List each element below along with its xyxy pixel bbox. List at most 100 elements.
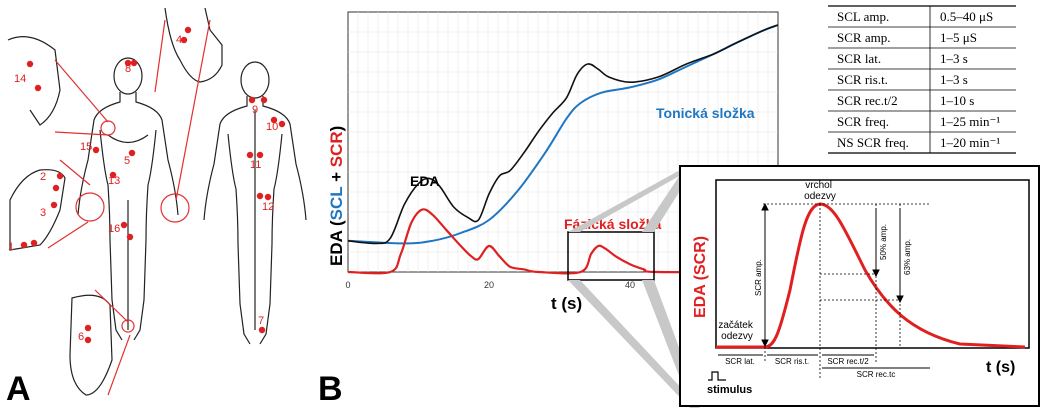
peak-label-line1: vrchol [805,180,832,191]
electrode-site-8-dot-2 [130,59,138,67]
electrode-site-label-2: 2 [40,171,46,183]
electrode-site-2-dot-1 [52,184,60,192]
table-param-name: SCR ris.t. [837,72,888,87]
electrode-site-label-11: 11 [250,159,261,171]
electrode-site-label-4: 4 [176,34,182,46]
table-param-name: SCR lat. [837,51,881,66]
electrode-site-14-dot-2 [34,84,42,92]
x-tick-label-40: 40 [625,280,635,290]
onset-label-line2: odezvy [721,331,753,342]
torso-side-outline [7,36,61,126]
electrode-site-8-dot-1 [124,59,132,67]
phase-rise-label: SCR ris.t. [775,357,809,366]
hand-left-outline [9,169,66,251]
y-label-part-scl: SCL [327,187,346,221]
electrode-site-label-15: 15 [80,141,92,153]
electrode-site-9-dot-2 [260,96,268,104]
electrode-site-12-dot-1 [256,192,264,200]
electrode-site-1-dot-1 [20,241,28,249]
peak-label-line2: odezvy [804,191,836,202]
phasic-series-line [347,208,779,275]
x-tick-label-0: 0 [345,280,350,290]
electrode-site-label-6: 6 [78,331,84,343]
onset-label: začátek odezvy [718,320,755,342]
hand-upper-outline [164,7,223,83]
zoom-connectors [47,19,211,396]
inset-arrows [718,202,930,369]
electrode-site-label-8: 8 [125,63,131,75]
parameter-table: SCL amp. 0.5–40 μS SCR amp. 1–5 μS SCR lat. 1… [828,5,1016,154]
main-x-label: t (s) [551,294,582,313]
table-param-range: 1–3 s [940,51,968,66]
panel-a-letter: A [6,370,31,408]
eda-series-label: EDA [410,173,440,189]
inset-y-label: EDA (SCR) [692,236,709,318]
stimulus-pulse [708,371,726,381]
electrode-site-1-dot-2 [30,239,38,247]
electrode-site-5-dot-1 [128,149,136,157]
phase-lat-label: SCR lat. [725,357,755,366]
electrode-site-11-dot-1 [246,151,254,159]
amp50-label: 50% amp. [879,224,888,260]
scr-amp-label: SCR amp. [754,259,763,296]
electrode-site-16-dot-1 [120,221,128,229]
electrode-site-label-16: 16 [108,223,120,235]
y-label-part-plus: + [327,167,346,186]
table-param-name: SCR rec.t/2 [837,93,898,108]
tonic-series-label: Tonická složka [656,105,755,121]
amp63-label: 63% amp. [903,239,912,275]
electrode-site-label-10: 10 [266,121,278,133]
electrode-site-2-dot-2 [56,172,64,180]
stimulus-label: stimulus [707,384,752,396]
electrode-site-label-13: 13 [108,175,120,187]
inset-plot-area [715,179,1030,349]
electrode-site-14-dot-1 [26,60,34,68]
electrode-site-10-dot-1 [270,116,278,124]
electrode-site-13-dot-1 [109,171,117,179]
electrode-site-11-dot-2 [256,151,264,159]
x-tick-label-20: 20 [484,280,494,290]
electrode-site-4-dot-1 [184,26,192,34]
table-param-name: SCL amp. [837,9,889,24]
back-body-outline [203,61,307,345]
phase-rec-label: SCR rec.t/2 [827,357,869,366]
inset-frame [679,165,1040,407]
electrode-site-label-7: 7 [258,315,264,327]
peak-label: vrchol odezvy [804,180,836,202]
panel-b-letter: B [318,370,343,408]
electrode-site-16-dot-2 [126,233,134,241]
table-param-name: SCR amp. [837,30,890,45]
electrode-site-label-5: 5 [124,155,130,167]
zoom-box [567,231,655,281]
foot-outline [69,294,113,396]
zoom-funnel [568,170,700,408]
scr-inset: EDA (SCR) t (s) vrchol odezvy začátek od… [679,165,1040,407]
table-param-name: SCR freq. [837,114,889,129]
electrode-site-12-dot-2 [264,193,272,201]
electrode-site-6-dot-1 [84,324,92,332]
rec-tc-label: SCR rec.tc [857,370,896,379]
inset-x-label: t (s) [986,359,1015,376]
electrode-site-label-14: 14 [14,73,26,85]
electrode-site-label-12: 12 [262,201,274,213]
table-param-name: NS SCR freq. [837,135,909,150]
electrode-site-9-dot-1 [248,96,256,104]
y-label-part-eda: EDA ( [327,220,346,266]
eda-series-line [347,24,779,245]
electrode-site-7-dot-1 [258,326,266,334]
electrode-site-10-dot-2 [278,120,286,128]
y-label-part-close: ) [327,126,346,132]
main-y-label: EDA (SCL + SCR) [327,126,346,266]
front-body-outline [77,57,179,341]
electrode-site-label-1: 1 [8,241,14,253]
electrode-site-6-dot-2 [84,336,92,344]
phasic-series-label: Fázická složka [564,216,661,232]
table-param-range: 1–20 min⁻¹ [940,135,1000,150]
electrode-site-label-9: 9 [252,104,258,116]
electrode-site-4-dot-2 [180,36,188,44]
table-param-range: 1–5 μS [940,30,977,45]
electrode-site-15-dot-1 [92,146,100,154]
electrode-site-3-dot-1 [50,201,58,209]
table-param-range: 1–25 min⁻¹ [940,114,1000,129]
